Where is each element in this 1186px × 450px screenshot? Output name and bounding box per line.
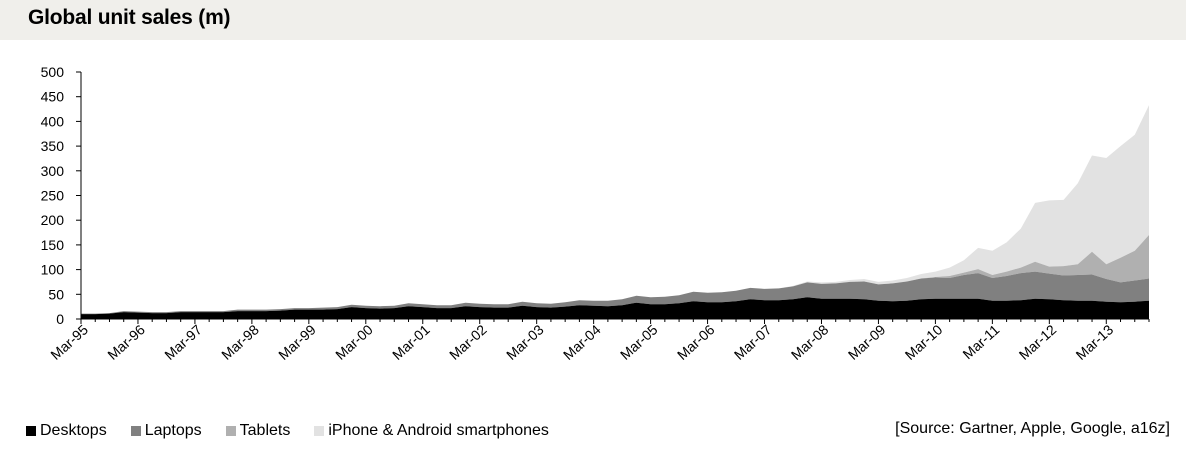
y-tick-label: 150 [41, 237, 65, 253]
stacked-area-chart: 0 50 100 150 200 250 300 350 400 450 500 Mar-95 Mar-… [41, 64, 1150, 363]
title-bar: Global unit sales (m) [0, 0, 1186, 40]
y-tick-label: 350 [41, 138, 65, 154]
legend: Desktops Laptops Tablets iPhone & Android s… [26, 422, 573, 440]
y-tick-label: 400 [41, 113, 65, 129]
legend-item-1: Laptops [130, 422, 202, 440]
legend-swatch [225, 426, 236, 436]
x-tick-label: Mar-01 [389, 321, 433, 363]
area-series-1 [81, 271, 1149, 315]
source-note: [Source: Gartner, Apple, Google, a16z] [895, 420, 1170, 437]
x-tick-label: Mar-08 [788, 321, 832, 363]
x-tick-label: Mar-98 [218, 321, 262, 363]
legend-label: Laptops [144, 422, 202, 439]
x-tick-label: Mar-12 [1016, 321, 1060, 363]
y-tick-label: 250 [41, 188, 65, 204]
x-tick-label: Mar-10 [902, 321, 946, 363]
x-tick-label: Mar-03 [503, 321, 547, 363]
legend-swatch [314, 426, 325, 436]
area-series-group [81, 105, 1149, 319]
x-tick-label: Mar-13 [1073, 321, 1117, 363]
y-tick-label: 500 [41, 64, 65, 80]
x-tick-label: Mar-99 [275, 321, 319, 363]
x-tick-label: Mar-96 [104, 321, 148, 363]
x-tick-label: Mar-00 [332, 321, 376, 363]
x-tick-label: Mar-95 [47, 321, 91, 363]
x-tick-label: Mar-11 [959, 321, 1002, 362]
x-tick-label: Mar-06 [674, 321, 718, 363]
x-tick-label: Mar-02 [446, 321, 490, 363]
legend-swatch [130, 426, 141, 436]
legend-item-0: Desktops [26, 422, 107, 440]
x-tick-label: Mar-05 [617, 321, 661, 363]
y-tick-label: 450 [41, 89, 65, 105]
y-tick-label: 200 [41, 212, 65, 228]
legend-label: Desktops [40, 422, 107, 439]
y-tick-label: 50 [48, 286, 64, 302]
legend-label: iPhone & Android smartphones [328, 422, 549, 439]
x-tick-label: Mar-07 [731, 321, 775, 363]
area-series-0 [81, 297, 1149, 319]
legend-item-3: iPhone & Android smartphones [314, 422, 549, 440]
x-tick-label: Mar-04 [560, 321, 604, 363]
legend-label: Tablets [239, 422, 291, 439]
x-tick-label: Mar-09 [845, 321, 889, 363]
legend-item-2: Tablets [225, 422, 291, 440]
y-tick-label: 100 [41, 262, 65, 278]
y-tick-label: 0 [56, 311, 64, 327]
chart-title: Global unit sales (m) [28, 6, 231, 29]
x-tick-label: Mar-97 [161, 321, 205, 363]
y-tick-label: 300 [41, 163, 65, 179]
legend-swatch [26, 426, 36, 436]
